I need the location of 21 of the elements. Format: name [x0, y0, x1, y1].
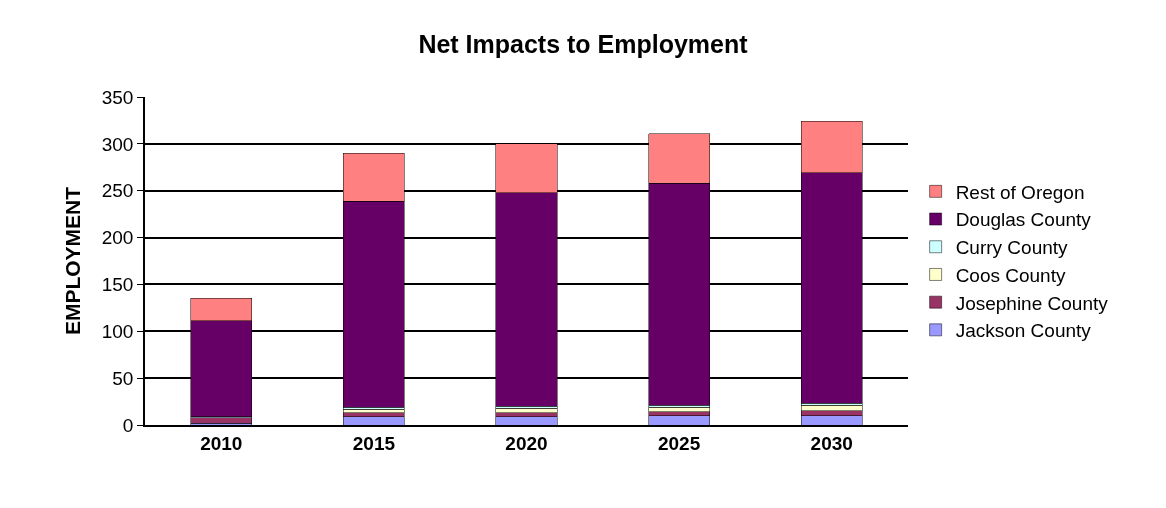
legend-label: Curry County	[955, 237, 1069, 259]
y-tick-label: 200	[101, 227, 134, 249]
y-tick-label: 100	[101, 320, 134, 342]
legend-label: Rest of Oregon	[955, 181, 1085, 203]
y-tick-label: 150	[101, 274, 134, 296]
y-axis-title: EMPLOYMENT	[61, 186, 85, 336]
x-tick-label: 2010	[200, 432, 243, 454]
y-tick-label: 0	[122, 414, 134, 436]
chart-title: Net Impacts to Employment	[418, 30, 749, 59]
legend-label: Jackson County	[955, 320, 1092, 342]
legend-label: Josephine County	[955, 292, 1109, 314]
legend-label: Coos County	[955, 264, 1066, 286]
x-tick-label: 2015	[352, 432, 396, 454]
x-tick-label: 2030	[810, 432, 853, 454]
legend-label: Douglas County	[955, 209, 1092, 231]
x-tick-label: 2025	[657, 432, 701, 454]
y-tick-label: 50	[112, 367, 134, 389]
y-tick-label: 250	[101, 180, 134, 202]
y-tick-label: 300	[101, 133, 134, 155]
x-tick-label: 2020	[505, 432, 548, 454]
y-tick-label: 350	[101, 86, 134, 108]
